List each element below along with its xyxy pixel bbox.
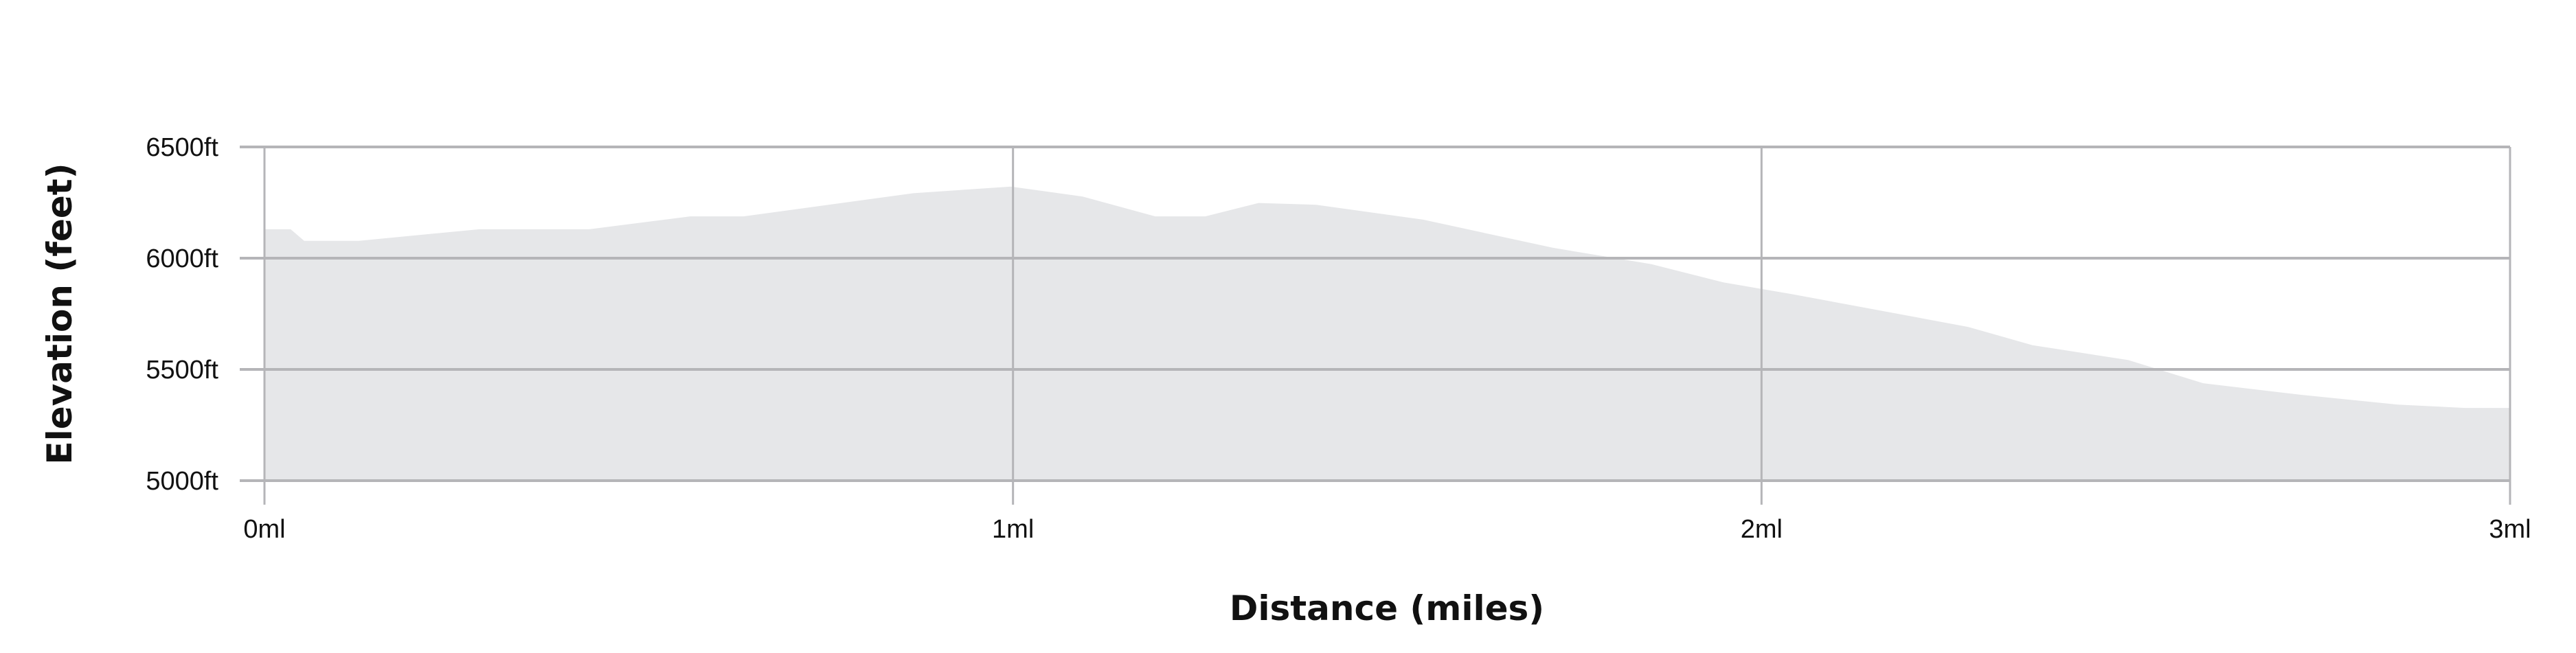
y-tick-label: 5500ft [146, 356, 218, 385]
elevation-area [264, 186, 2510, 481]
y-axis-title: Elevation (feet) [40, 163, 80, 464]
y-tick-label: 5000ft [146, 467, 218, 496]
x-axis-title: Distance (miles) [1230, 588, 1544, 628]
y-tick-label: 6000ft [146, 244, 218, 273]
x-tick-label: 2ml [1741, 515, 1783, 544]
x-tick-label: 3ml [2489, 515, 2531, 544]
x-tick-label: 1ml [992, 515, 1034, 544]
x-tick-label: 0ml [243, 515, 285, 544]
y-tick-label: 6500ft [146, 133, 218, 162]
